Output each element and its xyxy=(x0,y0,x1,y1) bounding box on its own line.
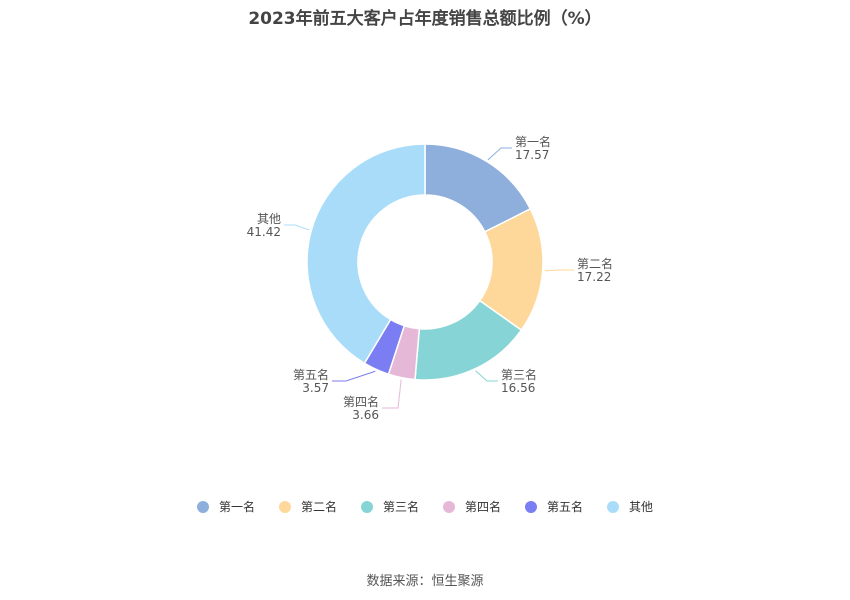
legend-marker-icon xyxy=(443,500,455,513)
chart-title: 2023年前五大客户占年度销售总额比例（%） xyxy=(248,9,602,29)
legend-item-4[interactable]: 第四名 xyxy=(443,498,501,515)
legend-marker-icon xyxy=(196,500,209,513)
slice-label-name-4: 第四名 xyxy=(343,394,379,409)
leader-line-4 xyxy=(382,379,402,409)
legend-label: 第三名 xyxy=(382,500,419,514)
slice-label-value-5: 3.57 xyxy=(302,381,329,395)
slice-label-name-6: 其他 xyxy=(257,212,281,226)
legend-marker-icon xyxy=(278,500,291,513)
slice-label-value-3: 16.56 xyxy=(501,381,535,395)
legend-marker-icon xyxy=(525,500,538,513)
slice-label-value-2: 17.22 xyxy=(577,270,611,284)
legend-item-6[interactable]: 其他 xyxy=(607,498,653,515)
slice-label-name-5: 第五名 xyxy=(293,367,329,382)
legend-marker-icon xyxy=(360,500,373,513)
leader-line-5 xyxy=(332,370,376,382)
legend-label: 第二名 xyxy=(300,500,337,514)
slice-label-value-4: 3.66 xyxy=(352,408,379,422)
leader-line-2 xyxy=(544,269,574,272)
chart-legend: 第一名 第二名 第三名 第四名 第五名 其他 xyxy=(0,498,850,515)
leader-line-6 xyxy=(284,224,310,231)
legend-item-5[interactable]: 第五名 xyxy=(525,498,583,515)
legend-label: 第五名 xyxy=(547,500,584,514)
leader-line-1 xyxy=(487,147,512,161)
slice-label-value-1: 17.57 xyxy=(515,148,549,162)
slice-label-name-2: 第二名 xyxy=(577,256,613,271)
pie-slice-6[interactable] xyxy=(306,143,426,365)
legend-item-1[interactable]: 第一名 xyxy=(196,498,255,515)
legend-item-3[interactable]: 第三名 xyxy=(360,498,419,515)
legend-label: 其他 xyxy=(629,500,654,514)
legend-marker-icon xyxy=(607,500,620,513)
legend-item-2[interactable]: 第二名 xyxy=(278,498,337,515)
data-source: 数据来源：恒生聚源 xyxy=(366,574,484,589)
slice-label-value-6: 41.42 xyxy=(247,225,281,239)
legend-label: 第四名 xyxy=(465,500,502,514)
leader-line-3 xyxy=(475,370,498,382)
slice-label-name-1: 第一名 xyxy=(515,134,551,149)
slice-label-name-3: 第三名 xyxy=(501,367,537,382)
legend-label: 第一名 xyxy=(218,500,255,514)
